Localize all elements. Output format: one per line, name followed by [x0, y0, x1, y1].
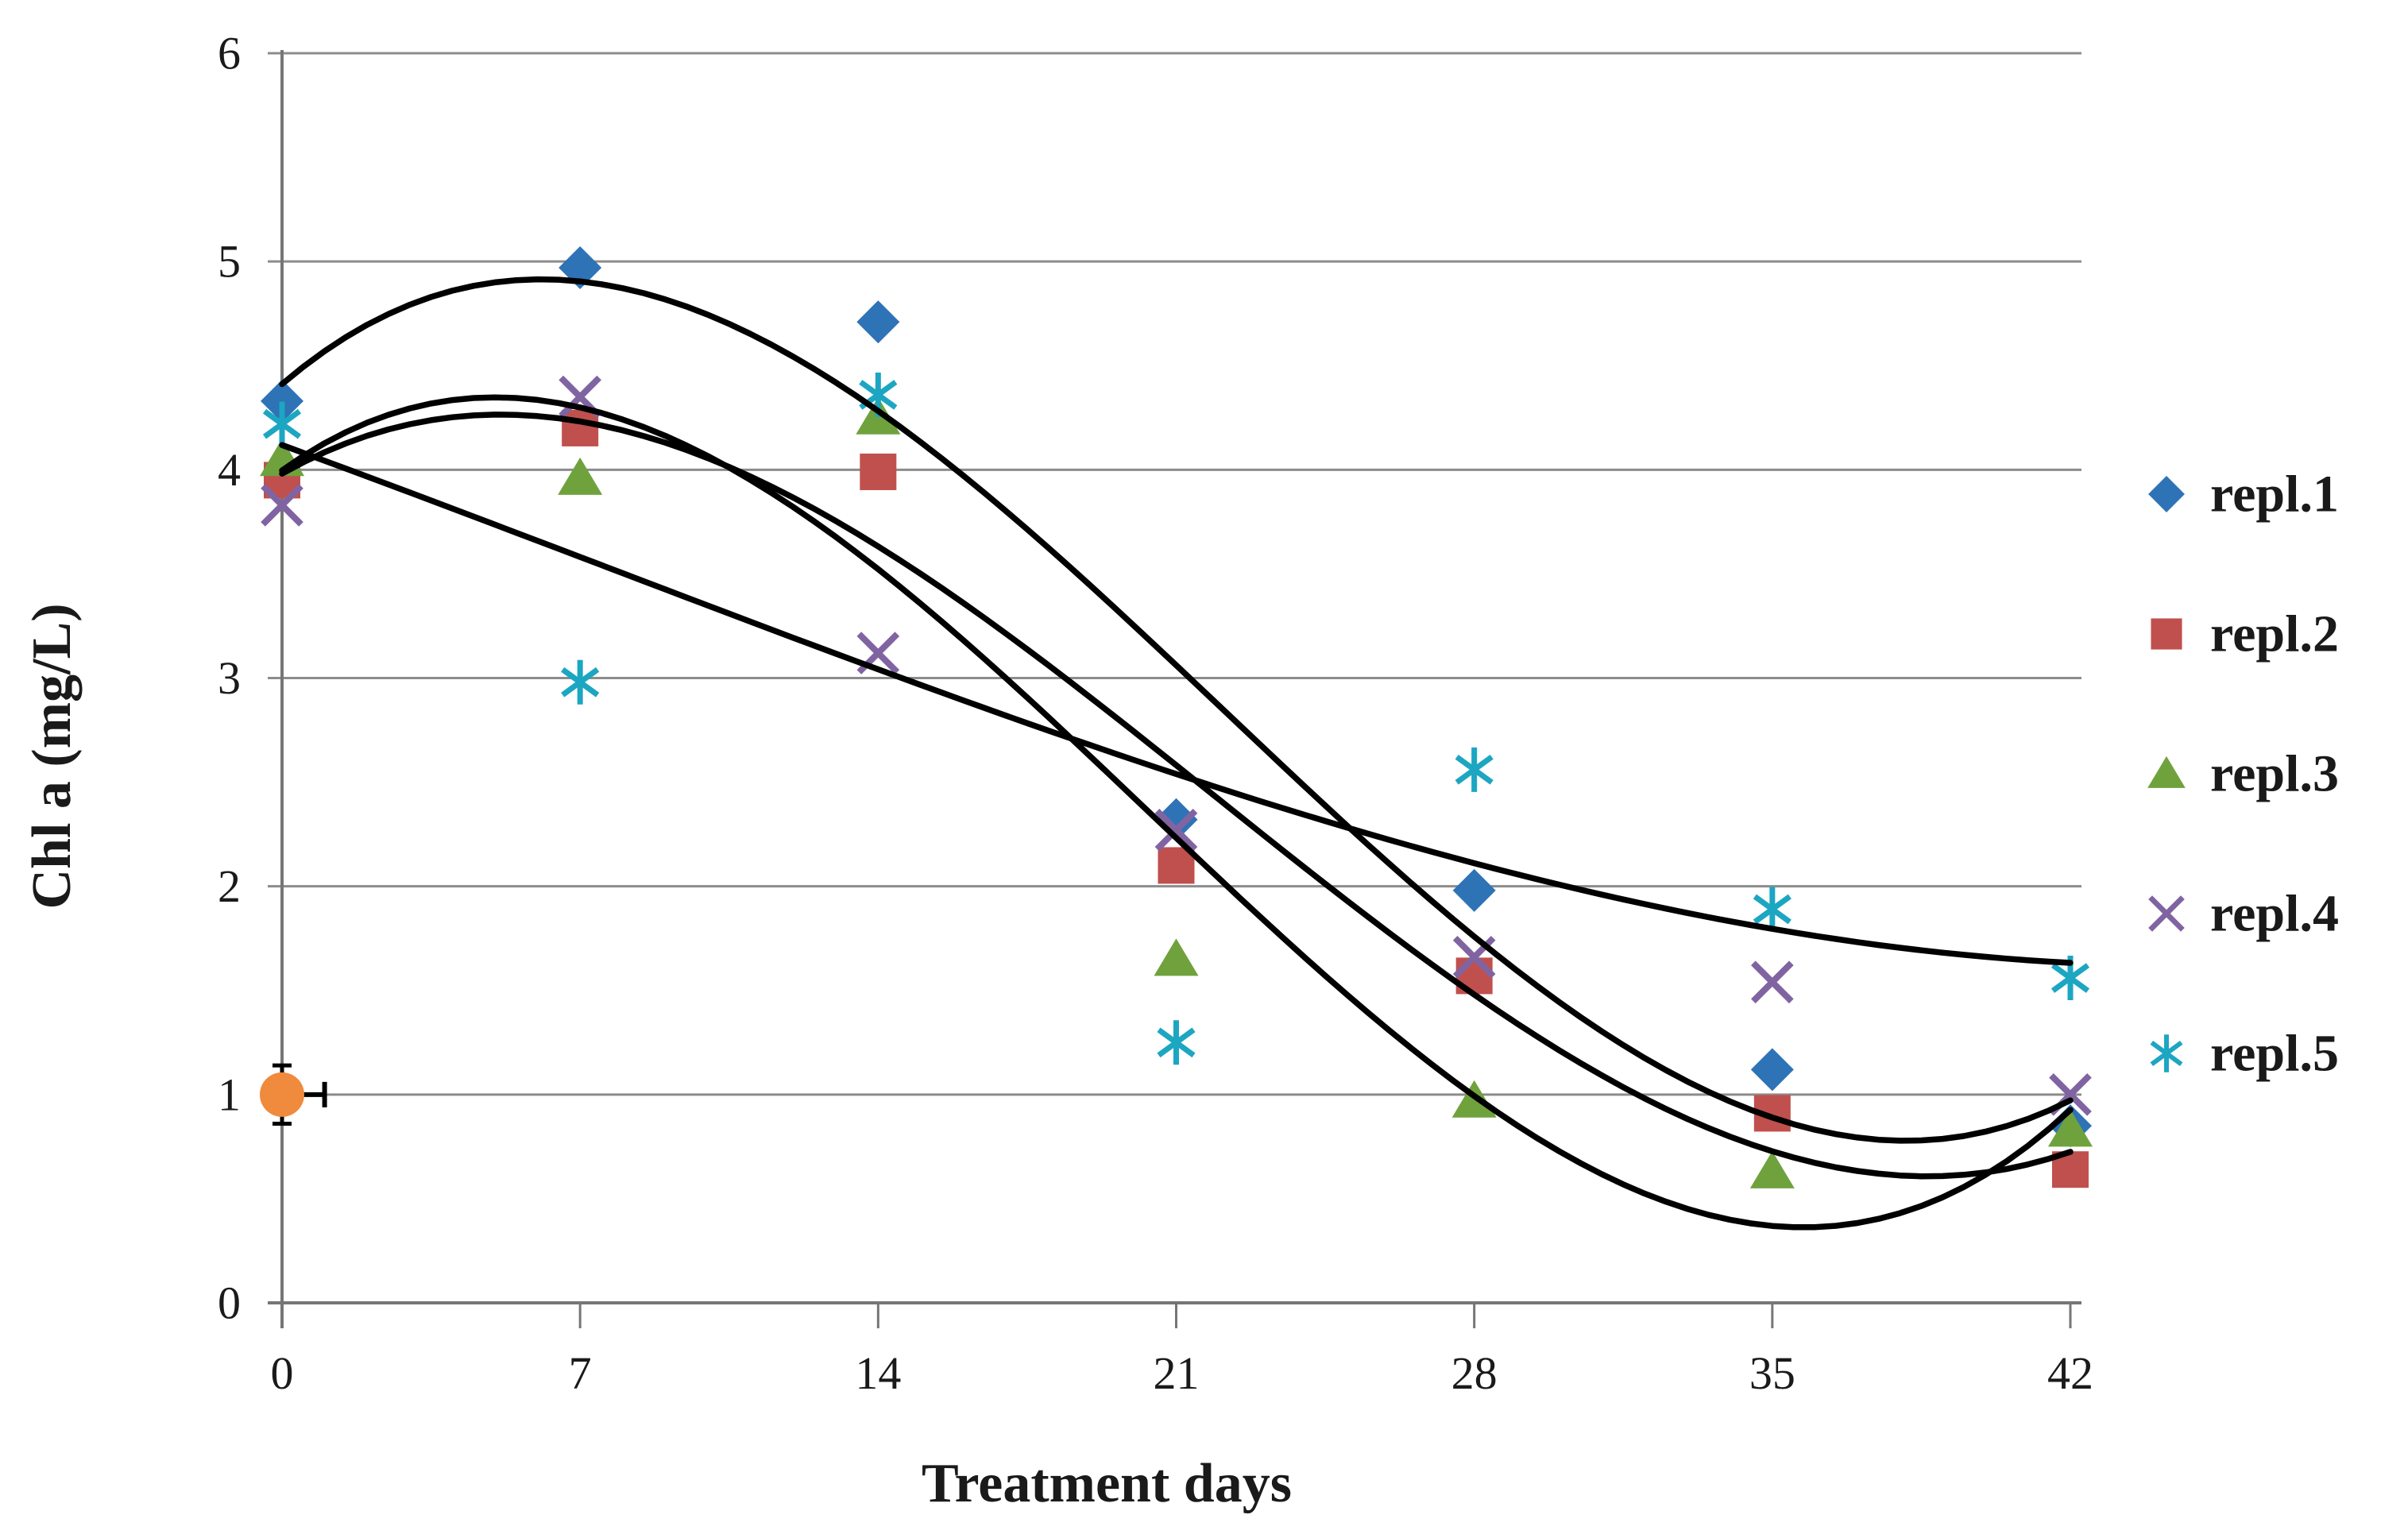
- series-repl.5: [262, 372, 2090, 1065]
- trendline-repl.5: [279, 442, 2074, 966]
- data-point-repl.2-day7: [562, 409, 599, 446]
- axes: [268, 50, 2081, 1328]
- x-tick-label-7: 7: [569, 1347, 592, 1399]
- y-tick-label-0: 0: [218, 1277, 241, 1329]
- reference-point-marker: [260, 1072, 304, 1117]
- legend-label: repl.2: [2210, 605, 2339, 663]
- legend-label: repl.3: [2210, 745, 2339, 803]
- legend-item-repl.4: repl.4: [2148, 885, 2339, 943]
- data-point-repl.4-day0: [261, 484, 303, 527]
- series-repl.1: [261, 246, 2092, 1148]
- data-point-repl.5-day7: [561, 659, 600, 705]
- x-tick-label-42: 42: [2047, 1347, 2093, 1399]
- data-point-repl.3-day35: [1749, 1150, 1795, 1188]
- legend-item-repl.3: repl.3: [2147, 745, 2339, 803]
- y-tick-label-4: 4: [218, 444, 241, 496]
- trendline-repl.3: [279, 394, 2074, 1231]
- series-repl.4: [261, 375, 2092, 1116]
- error-bar-point: [260, 1063, 327, 1126]
- x-tick-label-21: 21: [1154, 1347, 1200, 1399]
- legend-marker-asterisk-icon: [2150, 1034, 2183, 1072]
- legend-label: repl.5: [2210, 1025, 2339, 1083]
- y-tick-label-5: 5: [218, 236, 241, 288]
- y-tick-label-1: 1: [218, 1068, 241, 1120]
- gridlines: [268, 52, 2081, 1096]
- data-point-repl.5-day0: [262, 401, 302, 446]
- y-axis-title: Chl a (mg/L): [21, 604, 83, 910]
- legend-marker-x-icon: [2148, 895, 2185, 932]
- trendline-repl.1: [279, 276, 2074, 1144]
- data-point-repl.5-day35: [1753, 887, 1792, 932]
- tick-labels: 0 1 2 3 4 5 6 0 7 14 21 28 35 42: [218, 28, 2093, 1400]
- data-point-repl.3-day42: [2048, 1109, 2093, 1147]
- x-tick-label-14: 14: [855, 1347, 901, 1399]
- data-point-repl.2-day14: [860, 453, 897, 490]
- legend-marker-diamond-icon: [2148, 476, 2185, 512]
- data-points: [260, 246, 2093, 1188]
- data-point-repl.3-day21: [1154, 938, 1199, 976]
- trendlines: [279, 276, 2074, 1231]
- legend: repl.1 repl.2 repl.3 repl.4 repl.5: [2147, 466, 2339, 1083]
- x-tick-label-28: 28: [1451, 1347, 1498, 1399]
- data-point-repl.5-day21: [1157, 1020, 1196, 1065]
- legend-marker-square-icon: [2151, 618, 2182, 650]
- data-point-repl.1-day14: [856, 300, 900, 344]
- data-point-repl.4-day21: [1154, 809, 1198, 852]
- data-point-repl.4-day35: [1751, 960, 1794, 1004]
- data-point-repl.3-day7: [558, 457, 603, 495]
- trendline-repl.2: [279, 412, 2074, 1180]
- x-tick-label-35: 35: [1749, 1347, 1795, 1399]
- data-point-repl.1-day35: [1750, 1048, 1794, 1092]
- legend-item-repl.5: repl.5: [2150, 1025, 2339, 1083]
- legend-label: repl.4: [2210, 885, 2339, 943]
- x-tick-label-0: 0: [271, 1347, 294, 1399]
- x-axis-title: Treatment days: [922, 1453, 1292, 1514]
- data-point-repl.1-day28: [1452, 868, 1496, 912]
- legend-item-repl.1: repl.1: [2148, 466, 2339, 524]
- legend-label: repl.1: [2210, 466, 2339, 524]
- y-tick-label-3: 3: [218, 652, 241, 704]
- series-repl.3: [260, 396, 2093, 1188]
- legend-marker-triangle-icon: [2147, 755, 2186, 788]
- legend-item-repl.2: repl.2: [2151, 605, 2339, 663]
- data-point-repl.5-day28: [1455, 747, 1494, 792]
- y-tick-label-6: 6: [218, 28, 241, 79]
- data-point-repl.1-day0: [261, 379, 303, 423]
- y-tick-label-2: 2: [218, 860, 241, 912]
